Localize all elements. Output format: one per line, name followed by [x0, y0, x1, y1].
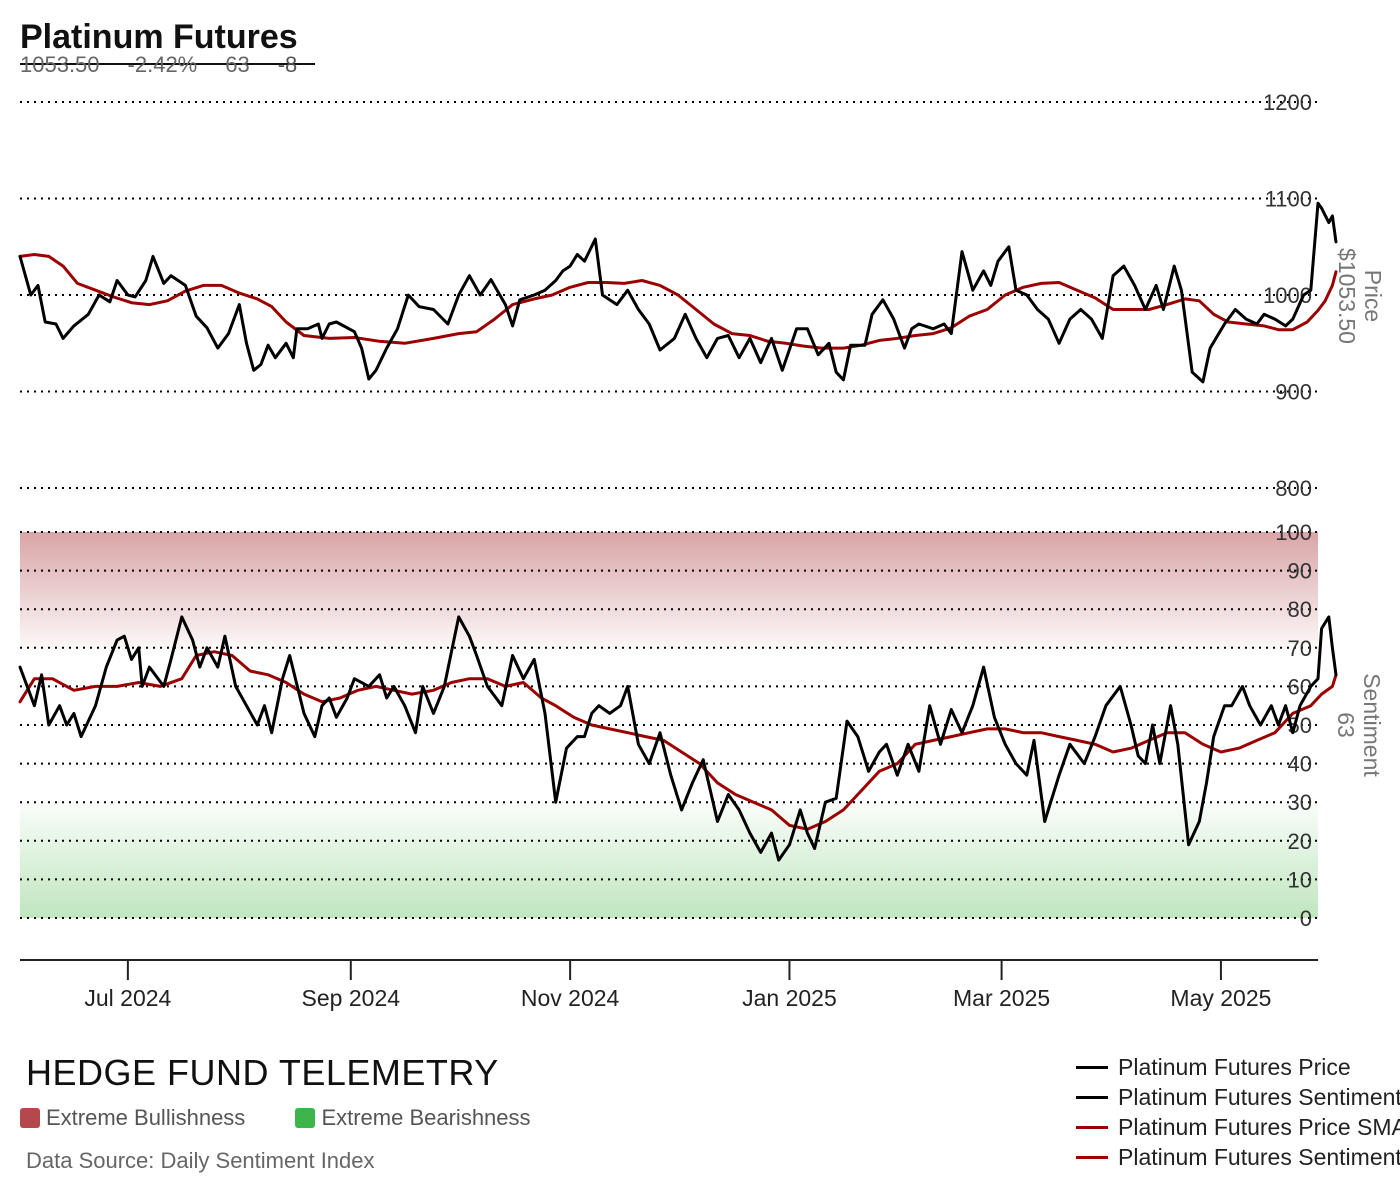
- stat-sentiment: 63: [225, 52, 250, 77]
- stat-price: 1053.50: [20, 52, 100, 77]
- band-extreme-bullishness: [20, 532, 1318, 648]
- band-extreme-bearishness: [20, 802, 1318, 918]
- sentiment-tick-label: 10: [1288, 867, 1312, 892]
- sentiment-tick-label: 80: [1288, 597, 1312, 622]
- x-tick-label: Nov 2024: [521, 985, 620, 1011]
- sentiment-axis-title-line-1: 63: [1333, 712, 1359, 738]
- title-rule: [20, 63, 315, 65]
- chart-canvas: 8009001000110012000102030405060708090100…: [18, 90, 1386, 1011]
- sentiment-tick-label: 0: [1300, 906, 1312, 931]
- zone-bearish: Extreme Bearishness: [295, 1105, 531, 1131]
- legend-line-price-sma: [1076, 1125, 1108, 1129]
- legend-label-sentiment: Platinum Futures Sentiment: [1118, 1083, 1400, 1110]
- bullish-swatch: [20, 1108, 40, 1128]
- legend-label-price-sma: Platinum Futures Price SMA: [1118, 1113, 1400, 1140]
- legend-item-price-sma[interactable]: Platinum Futures Price SMA: [1076, 1112, 1400, 1142]
- x-tick-label: Jul 2024: [84, 985, 171, 1011]
- zone-bullish-label: Extreme Bullishness: [46, 1105, 246, 1130]
- legend-item-sentiment[interactable]: Platinum Futures Sentiment: [1076, 1082, 1400, 1112]
- price-axis-title-line-1: $1053.50: [1334, 248, 1360, 344]
- sentiment-tick-label: 100: [1275, 520, 1312, 545]
- sentiment-tick-label: 30: [1288, 790, 1312, 815]
- x-tick-label: Jan 2025: [742, 985, 837, 1011]
- data-source: Data Source: Daily Sentiment Index: [26, 1148, 375, 1173]
- legend-item-sentiment-sma[interactable]: Platinum Futures Sentiment SMA: [1076, 1142, 1400, 1172]
- zone-legend: Extreme Bullishness Extreme Bearishness: [20, 1105, 575, 1134]
- zone-bearish-label: Extreme Bearishness: [321, 1105, 531, 1130]
- legend-line-sentiment: [1076, 1095, 1108, 1099]
- legend-label-price: Platinum Futures Price: [1118, 1053, 1351, 1080]
- sentiment-sma-line: [18, 650, 1338, 831]
- legend-label-sentiment-sma: Platinum Futures Sentiment SMA: [1118, 1143, 1400, 1170]
- price-tick-label: 800: [1275, 476, 1312, 501]
- chart-title: Platinum Futures: [20, 18, 298, 56]
- x-tick-label: Mar 2025: [953, 985, 1050, 1011]
- sentiment-line: [18, 615, 1338, 862]
- sentiment-tick-label: 70: [1288, 636, 1312, 661]
- bearish-swatch: [295, 1108, 316, 1128]
- legend-line-sentiment-sma: [1076, 1155, 1108, 1159]
- stat-sentiment-change: -8: [277, 52, 298, 77]
- zone-bullish: Extreme Bullishness: [20, 1105, 245, 1131]
- price-axis-title: Price$1053.50: [1334, 248, 1386, 344]
- price-sma-line: [18, 253, 1338, 350]
- price-tick-label: 900: [1275, 380, 1312, 405]
- legend-item-price[interactable]: Platinum Futures Price: [1076, 1052, 1400, 1082]
- x-tick-label: May 2025: [1170, 985, 1271, 1011]
- sentiment-tick-label: 60: [1288, 674, 1312, 699]
- sentiment-tick-label: 20: [1288, 829, 1312, 854]
- x-tick-label: Sep 2024: [302, 985, 401, 1011]
- sentiment-tick-label: 40: [1288, 752, 1312, 777]
- legend-line-price: [1076, 1065, 1108, 1069]
- price-axis-title-line-0: Price: [1360, 270, 1386, 322]
- header-stats: 1053.50 -2.42% 63 -8: [20, 52, 297, 78]
- sentiment-axis-title-line-0: Sentiment: [1359, 673, 1385, 777]
- price-tick-label: 1100: [1265, 187, 1312, 212]
- brand-label: HEDGE FUND TELEMETRY: [26, 1052, 499, 1093]
- sentiment-tick-label: 90: [1288, 559, 1312, 584]
- price-line: [18, 201, 1338, 384]
- price-tick-label: 1200: [1263, 90, 1312, 115]
- stat-change: -2.42%: [127, 52, 198, 77]
- series-legend: Platinum Futures Price Platinum Futures …: [1076, 1052, 1400, 1172]
